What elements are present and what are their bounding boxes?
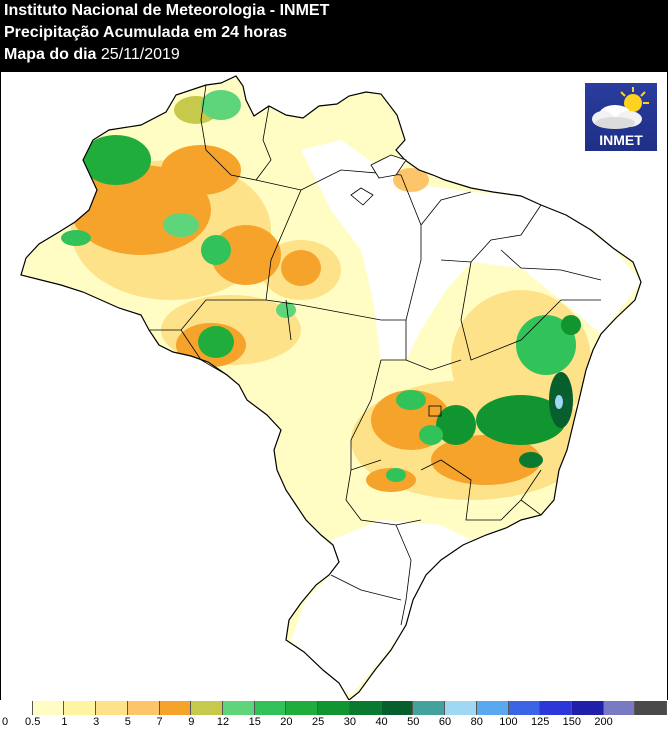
legend-swatch [32, 701, 65, 715]
legend-swatch [540, 701, 572, 715]
legend-swatch [413, 701, 446, 715]
legend-swatch [286, 701, 319, 715]
legend-swatch [159, 701, 192, 715]
precipitation-map[interactable] [1, 72, 667, 700]
legend-label: 60 [438, 716, 452, 728]
legend-label: 150 [562, 716, 582, 728]
map-date-line: Mapa do dia 25/11/2019 [4, 46, 180, 64]
legend-label: 12 [216, 716, 230, 728]
legend-label: 7 [156, 716, 163, 728]
header: Instituto Nacional de Meteorologia - INM… [0, 0, 668, 72]
legend-label: 1 [61, 716, 68, 728]
legend-label: 100 [499, 716, 518, 728]
legend-swatch [64, 701, 97, 715]
legend-labels: 0 0.5 1 3 5 7 9 12 15 20 25 30 40 50 60 80 100 125 150 200 [0, 716, 668, 730]
brazil-map-svg [20, 75, 642, 700]
inmet-logo: INMET [585, 83, 657, 151]
legend-label: 5 [124, 716, 131, 728]
legend-label: 30 [343, 716, 356, 728]
legend-label: 9 [188, 716, 195, 728]
legend-swatch [476, 701, 509, 715]
legend-swatch [254, 701, 287, 715]
legend-swatch [603, 701, 636, 715]
legend-swatch [223, 701, 255, 715]
legend-swatch [191, 701, 224, 715]
legend-swatch [445, 701, 477, 715]
logo-text: INMET [599, 132, 643, 148]
legend-swatch [508, 701, 541, 715]
legend-color-bar [1, 701, 668, 715]
legend-swatch [318, 701, 350, 715]
legend-label: 40 [375, 716, 388, 728]
legend-swatch [127, 701, 160, 715]
legend-swatch [635, 701, 668, 715]
legend-label: 50 [407, 716, 420, 728]
legend-label: 3 [93, 716, 100, 728]
legend-swatch [1, 701, 33, 715]
legend-label: 25 [312, 716, 325, 728]
map-date-label: Mapa do dia [4, 46, 97, 63]
legend-swatch [571, 701, 604, 715]
legend-label: 15 [248, 716, 261, 728]
legend-label: 0 [2, 716, 9, 728]
legend-label: 80 [470, 716, 483, 728]
legend-swatch [96, 701, 128, 715]
cloud-sun-icon [592, 87, 649, 129]
legend-label: 0.5 [25, 716, 41, 728]
map-date: 25/11/2019 [100, 46, 180, 63]
legend-swatch [381, 701, 414, 715]
precipitation-legend: 0 0.5 1 3 5 7 9 12 15 20 25 30 40 50 60 80 100 125 150 200 [0, 700, 668, 731]
legend-label: 200 [594, 716, 613, 728]
legend-label: 125 [530, 716, 550, 728]
map-subtitle: Precipitação Acumulada em 24 horas [4, 24, 288, 41]
legend-swatch [349, 701, 382, 715]
institution-title: Instituto Nacional de Meteorologia - INM… [4, 2, 330, 19]
legend-label: 20 [280, 716, 293, 728]
